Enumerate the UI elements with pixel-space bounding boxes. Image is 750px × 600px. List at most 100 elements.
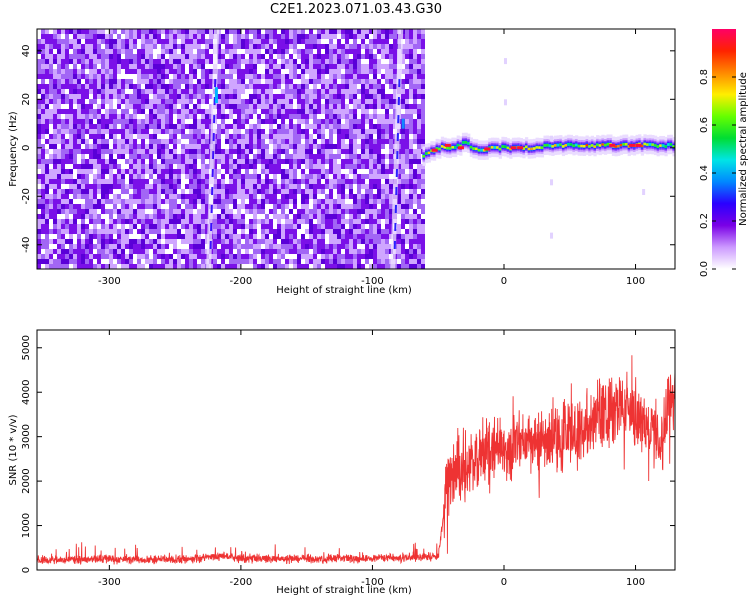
noise-cell: [313, 54, 317, 59]
noise-cell: [185, 169, 189, 174]
noise-cell: [129, 159, 133, 164]
noise-cell: [97, 134, 101, 139]
noise-cell: [233, 29, 237, 34]
noise-cell: [309, 94, 313, 99]
noise-cell: [41, 149, 45, 154]
noise-cell: [117, 189, 121, 194]
noise-cell: [41, 199, 45, 204]
noise-cell: [245, 229, 249, 234]
noise-cell: [409, 234, 413, 239]
noise-cell: [333, 144, 337, 149]
noise-cell: [361, 149, 365, 154]
noise-cell: [317, 169, 321, 174]
noise-cell: [177, 49, 181, 54]
noise-cell: [329, 209, 333, 214]
noise-cell: [365, 219, 369, 224]
noise-cell: [365, 74, 369, 79]
noise-cell: [81, 69, 85, 74]
noise-cell: [281, 49, 285, 54]
noise-cell: [225, 189, 229, 194]
noise-cell: [65, 249, 69, 254]
noise-cell: [209, 104, 213, 109]
noise-cell: [101, 34, 105, 39]
noise-cell: [169, 109, 173, 114]
noise-cell: [137, 219, 141, 224]
noise-cell: [401, 194, 405, 199]
noise-cell: [241, 134, 245, 139]
noise-cell: [377, 169, 381, 174]
noise-cell: [181, 179, 185, 184]
noise-cell: [253, 119, 257, 124]
noise-cell: [241, 189, 245, 194]
noise-cell: [337, 119, 341, 124]
noise-cell: [45, 199, 49, 204]
noise-cell: [357, 54, 361, 59]
noise-cell: [81, 34, 85, 39]
noise-cell: [385, 184, 389, 189]
noise-cell: [401, 129, 405, 134]
noise-cell: [117, 169, 121, 174]
noise-cell: [217, 49, 221, 54]
noise-cell: [185, 34, 189, 39]
noise-cell: [121, 249, 125, 254]
noise-cell: [313, 179, 317, 184]
noise-cell: [289, 84, 293, 89]
noise-cell: [69, 119, 73, 124]
noise-cell: [57, 179, 61, 184]
noise-cell: [305, 134, 309, 139]
noise-cell: [353, 54, 357, 59]
noise-cell: [345, 229, 349, 234]
noise-cell: [253, 49, 257, 54]
signal-core-cell: [448, 147, 452, 150]
noise-cell: [101, 69, 105, 74]
noise-cell: [329, 234, 333, 239]
noise-cell: [229, 99, 233, 104]
noise-cell: [237, 79, 241, 84]
noise-cell: [325, 174, 329, 179]
noise-cell: [185, 79, 189, 84]
noise-cell: [317, 74, 321, 79]
noise-cell: [205, 69, 209, 74]
noise-cell: [217, 164, 221, 169]
noise-cell: [205, 239, 209, 244]
noise-cell: [405, 49, 409, 54]
noise-cell: [225, 39, 229, 44]
noise-cell: [369, 124, 373, 129]
noise-cell: [81, 144, 85, 149]
noise-cell: [93, 189, 97, 194]
noise-cell: [225, 249, 229, 254]
noise-cell: [53, 184, 57, 189]
noise-cell: [129, 194, 133, 199]
signal-core-cell: [440, 145, 445, 148]
noise-cell: [345, 119, 349, 124]
noise-cell: [153, 224, 157, 229]
noise-cell: [125, 124, 129, 129]
noise-cell: [273, 69, 277, 74]
noise-cell: [125, 149, 129, 154]
noise-cell: [341, 59, 345, 64]
noise-cell: [117, 179, 121, 184]
noise-cell: [193, 64, 197, 69]
signal-core-cell: [564, 144, 568, 147]
noise-cell: [401, 99, 405, 104]
noise-cell: [345, 149, 349, 154]
noise-cell: [353, 259, 357, 264]
noise-cell: [277, 159, 281, 164]
noise-cell: [397, 244, 401, 249]
noise-cell: [285, 229, 289, 234]
noise-cell: [141, 44, 145, 49]
noise-cell: [261, 154, 265, 159]
noise-cell: [125, 229, 129, 234]
noise-cell: [213, 224, 217, 229]
noise-cell: [189, 234, 193, 239]
noise-cell: [413, 104, 417, 109]
noise-cell: [173, 94, 177, 99]
noise-cell: [357, 104, 361, 109]
noise-cell: [245, 244, 249, 249]
noise-cell: [377, 34, 381, 39]
noise-cell: [77, 64, 81, 69]
noise-cell: [197, 219, 201, 224]
noise-cell: [237, 189, 241, 194]
noise-cell: [281, 59, 285, 64]
noise-cell: [333, 219, 337, 224]
